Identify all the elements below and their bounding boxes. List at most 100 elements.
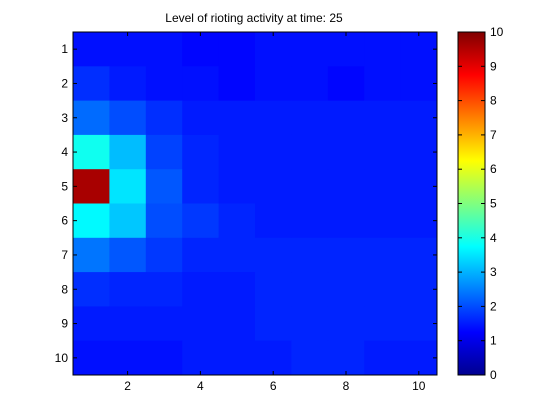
heatmap-cell (218, 100, 256, 136)
heatmap-cell (364, 32, 401, 67)
heatmap-cell (255, 340, 292, 376)
heatmap-cell (218, 66, 256, 101)
heatmap-cell (145, 272, 183, 307)
heatmap-cell (327, 100, 365, 136)
heatmap-cell (364, 237, 401, 273)
heatmap-cell (73, 169, 110, 204)
heatmap-cell (182, 272, 219, 307)
y-tick-label: 9 (61, 317, 68, 331)
heatmap-cell (73, 272, 110, 307)
heatmap-cell (364, 340, 401, 376)
heatmap-cell (291, 32, 329, 67)
y-tick-label: 8 (61, 282, 68, 296)
heatmap-cell (291, 306, 329, 342)
heatmap-cell (255, 306, 292, 342)
heatmap-cell (291, 237, 329, 273)
heatmap-cell (400, 169, 438, 204)
colorbar-tick-label: 9 (490, 59, 497, 73)
heatmap-cell (145, 169, 183, 204)
heatmap-cell (145, 237, 183, 273)
y-tick-label: 3 (61, 111, 68, 125)
heatmap-cell (182, 306, 219, 342)
heatmap-cell (109, 237, 147, 273)
heatmap-cell (145, 203, 183, 239)
heatmap-cell (255, 66, 292, 101)
heatmap-cell (364, 134, 401, 170)
heatmap-cell (109, 272, 147, 307)
heatmap-cell (400, 237, 438, 273)
heatmap-cell (400, 66, 438, 101)
y-tick-label: 7 (61, 248, 68, 262)
colorbar-tick-label: 8 (490, 94, 497, 108)
heatmap-cell (182, 237, 219, 273)
heatmap-cell (182, 32, 219, 67)
heatmap-cell (255, 203, 292, 239)
heatmap-cell (255, 32, 292, 67)
x-tick-label: 8 (343, 379, 350, 393)
heatmap-cell (73, 306, 110, 342)
heatmap-cell (327, 306, 365, 342)
heatmap-cell (255, 272, 292, 307)
heatmap-cell (73, 134, 110, 170)
colorbar-gradient (457, 31, 486, 376)
heatmap-cell (400, 134, 438, 170)
heatmap-cell (364, 203, 401, 239)
heatmap-cell (291, 272, 329, 307)
heatmap-cell (145, 32, 183, 67)
heatmap-cell (327, 272, 365, 307)
chart-title: Level of rioting activity at time: 25 (165, 11, 343, 25)
heatmap-cell (255, 169, 292, 204)
heatmap-cell (255, 237, 292, 273)
heatmap-cell (73, 340, 110, 376)
heatmap-cell (291, 169, 329, 204)
plot-frame (72, 31, 438, 376)
colorbar-tick-label: 1 (490, 334, 497, 348)
y-tick-label: 6 (61, 214, 68, 228)
x-tick-label: 4 (197, 379, 204, 393)
heatmap-cell (73, 237, 110, 273)
heatmap-cell (291, 134, 329, 170)
heatmap-cell (145, 306, 183, 342)
heatmap-cell (364, 306, 401, 342)
heatmap-cell (218, 237, 256, 273)
heatmap-cell (109, 134, 147, 170)
y-tick-label: 1 (61, 42, 68, 56)
heatmap-cell (109, 169, 147, 204)
heatmap-cell (145, 66, 183, 101)
heatmap-cell (218, 340, 256, 376)
heatmap-cell (109, 340, 147, 376)
heatmap-cell (364, 169, 401, 204)
heatmap-cell (400, 203, 438, 239)
y-tick-label: 2 (61, 76, 68, 90)
heatmap-cell (218, 169, 256, 204)
colorbar-tick-label: 3 (490, 265, 497, 279)
heatmap-cell (400, 272, 438, 307)
heatmap-cell (182, 340, 219, 376)
colorbar-tick-label: 5 (490, 197, 497, 211)
heatmap-cell (218, 272, 256, 307)
heatmap-cell (73, 203, 110, 239)
colorbar-tick-label: 10 (490, 25, 504, 39)
heatmap-cell (73, 66, 110, 101)
heatmap-cell (327, 203, 365, 239)
heatmap-cell (109, 32, 147, 67)
heatmap-cell (327, 32, 365, 67)
heatmap-cell (109, 203, 147, 239)
heatmap-cell (327, 66, 365, 101)
y-tick-label: 10 (55, 351, 69, 365)
heatmap-cell (255, 100, 292, 136)
x-tick-label: 6 (270, 379, 277, 393)
heatmap-cell (218, 203, 256, 239)
heatmap-cell (400, 306, 438, 342)
heatmap-cell (218, 134, 256, 170)
heatmap-cell (255, 134, 292, 170)
colorbar-tick-label: 6 (490, 162, 497, 176)
heatmap-cell (291, 203, 329, 239)
y-tick-label: 5 (61, 179, 68, 193)
heatmap-cell (182, 66, 219, 101)
x-tick-label: 10 (412, 379, 426, 393)
heatmap-cell (145, 340, 183, 376)
heatmap-cell (145, 100, 183, 136)
heatmap-cell (182, 134, 219, 170)
